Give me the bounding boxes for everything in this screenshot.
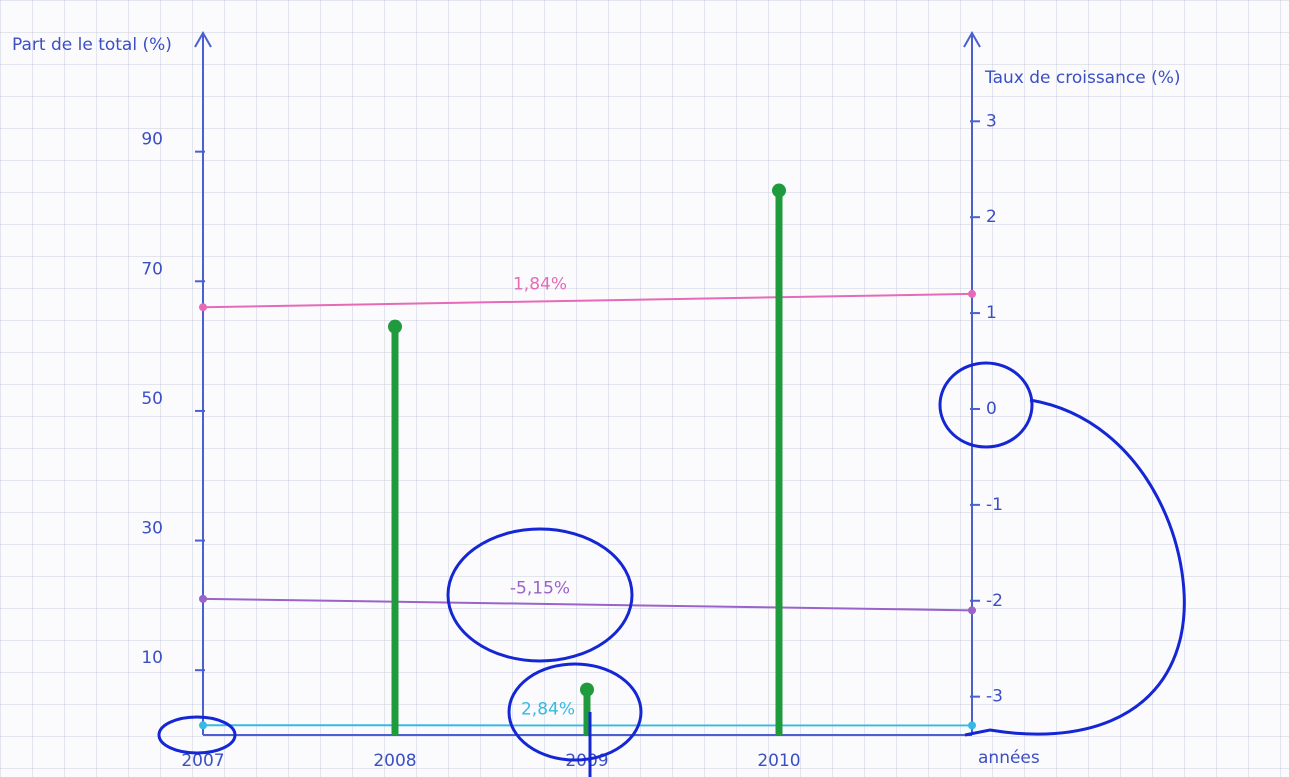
y2-tick-label: -2 [986, 591, 1003, 611]
x-tick-label: 2007 [181, 751, 224, 771]
scribble-circle [446, 527, 634, 663]
x-tick-label: 2008 [373, 751, 416, 771]
stem-head [580, 682, 594, 697]
marks: 10 30 50 70 90 -3 -2 -1 0 1 2 3 1,84% -5,15% 2,84% 2007… [141, 111, 1003, 771]
y2-tick-label: -3 [986, 687, 1003, 707]
y-tick-label: 30 [141, 519, 163, 539]
y-tick-label: 50 [141, 389, 163, 409]
y-tick-label: 10 [141, 648, 163, 668]
y-axis-label: Part de le total (%) [12, 35, 172, 55]
reference-point [968, 289, 976, 298]
reference-point [199, 594, 207, 603]
y2-tick-label: 1 [986, 303, 997, 323]
reference-label: -5,15% [510, 579, 570, 599]
y2-tick-label: 3 [986, 111, 997, 131]
reference-point [199, 721, 207, 730]
y2-tick-label: 0 [986, 399, 997, 419]
stem-head [772, 183, 786, 198]
reference-point [199, 303, 207, 312]
y2-tick-label: -1 [986, 495, 1003, 515]
scribble-arc [964, 398, 1186, 737]
reference-point [968, 721, 976, 730]
reference-point [968, 606, 976, 615]
y-tick-label: 70 [141, 259, 163, 279]
scribble-circle [507, 662, 643, 762]
scribble-circle [938, 361, 1034, 449]
y2-tick-label: 2 [986, 207, 997, 227]
stem-head [388, 319, 402, 334]
y2-axis-arrow [963, 30, 981, 48]
reference-label: 1,84% [513, 275, 567, 295]
scribble-circle [157, 715, 237, 755]
y-axis-arrow [194, 30, 212, 48]
y-tick-label: 90 [141, 130, 163, 150]
reference-label: 2,84% [521, 699, 575, 719]
reference-line [202, 597, 973, 612]
x-axis-label: années [978, 748, 1040, 768]
y2-axis-label: Taux de croissance (%) [984, 68, 1181, 88]
reference-line [202, 292, 973, 309]
x-tick-label: 2010 [757, 751, 800, 771]
